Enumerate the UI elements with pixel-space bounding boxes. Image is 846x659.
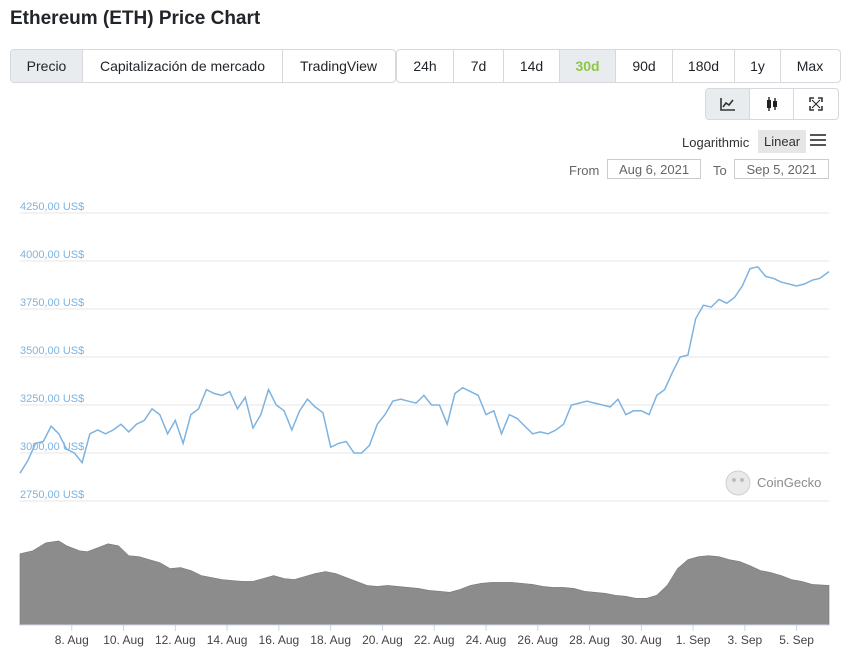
range-90d[interactable]: 90d <box>616 50 673 82</box>
range-max[interactable]: Max <box>796 58 824 74</box>
x-tick-label: 16. Aug <box>259 633 300 647</box>
scale-logarithmic[interactable]: Logarithmic <box>682 135 750 150</box>
tab-precio[interactable]: Precio <box>11 50 83 82</box>
x-tick-label: 1. Sep <box>676 633 711 647</box>
x-tick-label: 5. Sep <box>779 633 814 647</box>
x-tick-label: 24. Aug <box>466 633 507 647</box>
x-tick-label: 28. Aug <box>569 633 610 647</box>
chart-type-toggle <box>705 88 839 120</box>
x-tick-label: 30. Aug <box>621 633 662 647</box>
metric-tabs: Precio Capitalización de mercado Trading… <box>10 49 396 83</box>
page-title: Ethereum (ETH) Price Chart <box>10 8 261 29</box>
tab-market-cap[interactable]: Capitalización de mercado <box>83 50 283 82</box>
x-tick-label: 20. Aug <box>362 633 403 647</box>
from-date-input[interactable]: Aug 6, 2021 <box>607 159 701 179</box>
y-tick-label: 3250,00 US$ <box>20 393 84 405</box>
range-1y[interactable]: 1y <box>735 50 781 82</box>
range-14d[interactable]: 14d <box>504 50 560 82</box>
y-tick-label: 4250,00 US$ <box>20 201 84 213</box>
menu-icon[interactable] <box>810 134 826 148</box>
coingecko-watermark: CoinGecko <box>725 470 821 496</box>
y-axis-labels: 4250,00 US$ 4000,00 US$ 3750,00 US$ 3500,00… <box>20 201 84 501</box>
price-line <box>19 265 830 474</box>
grid-lines <box>20 212 829 502</box>
range-30d[interactable]: 30d <box>560 50 616 82</box>
range-tabs: 24h 7d 14d 30d 90d 180d 1y Max <box>396 49 841 83</box>
volume-area <box>19 540 830 626</box>
y-tick-label: 3000,00 US$ <box>20 441 84 453</box>
y-tick-label: 3750,00 US$ <box>20 297 84 309</box>
scale-linear[interactable]: Linear <box>758 130 807 153</box>
line-chart-icon[interactable] <box>706 89 750 119</box>
candlestick-icon[interactable] <box>750 89 794 119</box>
range-7d[interactable]: 7d <box>454 50 504 82</box>
x-tick-label: 3. Sep <box>728 633 763 647</box>
x-tick-label: 22. Aug <box>414 633 455 647</box>
y-tick-label: 3500,00 US$ <box>20 345 84 357</box>
x-tick-label: 26. Aug <box>517 633 558 647</box>
x-tick-label: 18. Aug <box>310 633 351 647</box>
x-tick-label: 10. Aug <box>103 633 144 647</box>
tab-tradingview[interactable]: TradingView <box>299 58 378 74</box>
to-date-input[interactable]: Sep 5, 2021 <box>734 159 829 179</box>
y-tick-label: 4000,00 US$ <box>20 249 84 261</box>
x-tick-label: 12. Aug <box>155 633 196 647</box>
range-24h[interactable]: 24h <box>397 50 454 82</box>
y-tick-label: 2750,00 US$ <box>20 489 84 501</box>
x-tick-label: 14. Aug <box>207 633 248 647</box>
fullscreen-icon[interactable] <box>794 89 838 119</box>
watermark-text: CoinGecko <box>757 475 821 490</box>
to-label: To <box>713 163 727 178</box>
range-180d[interactable]: 180d <box>673 50 735 82</box>
x-tick-label: 8. Aug <box>55 633 89 647</box>
from-label: From <box>569 163 600 178</box>
x-axis-ticks: 8. Aug 10. Aug 12. Aug 14. Aug 16. Aug 18. Au… <box>20 624 829 647</box>
